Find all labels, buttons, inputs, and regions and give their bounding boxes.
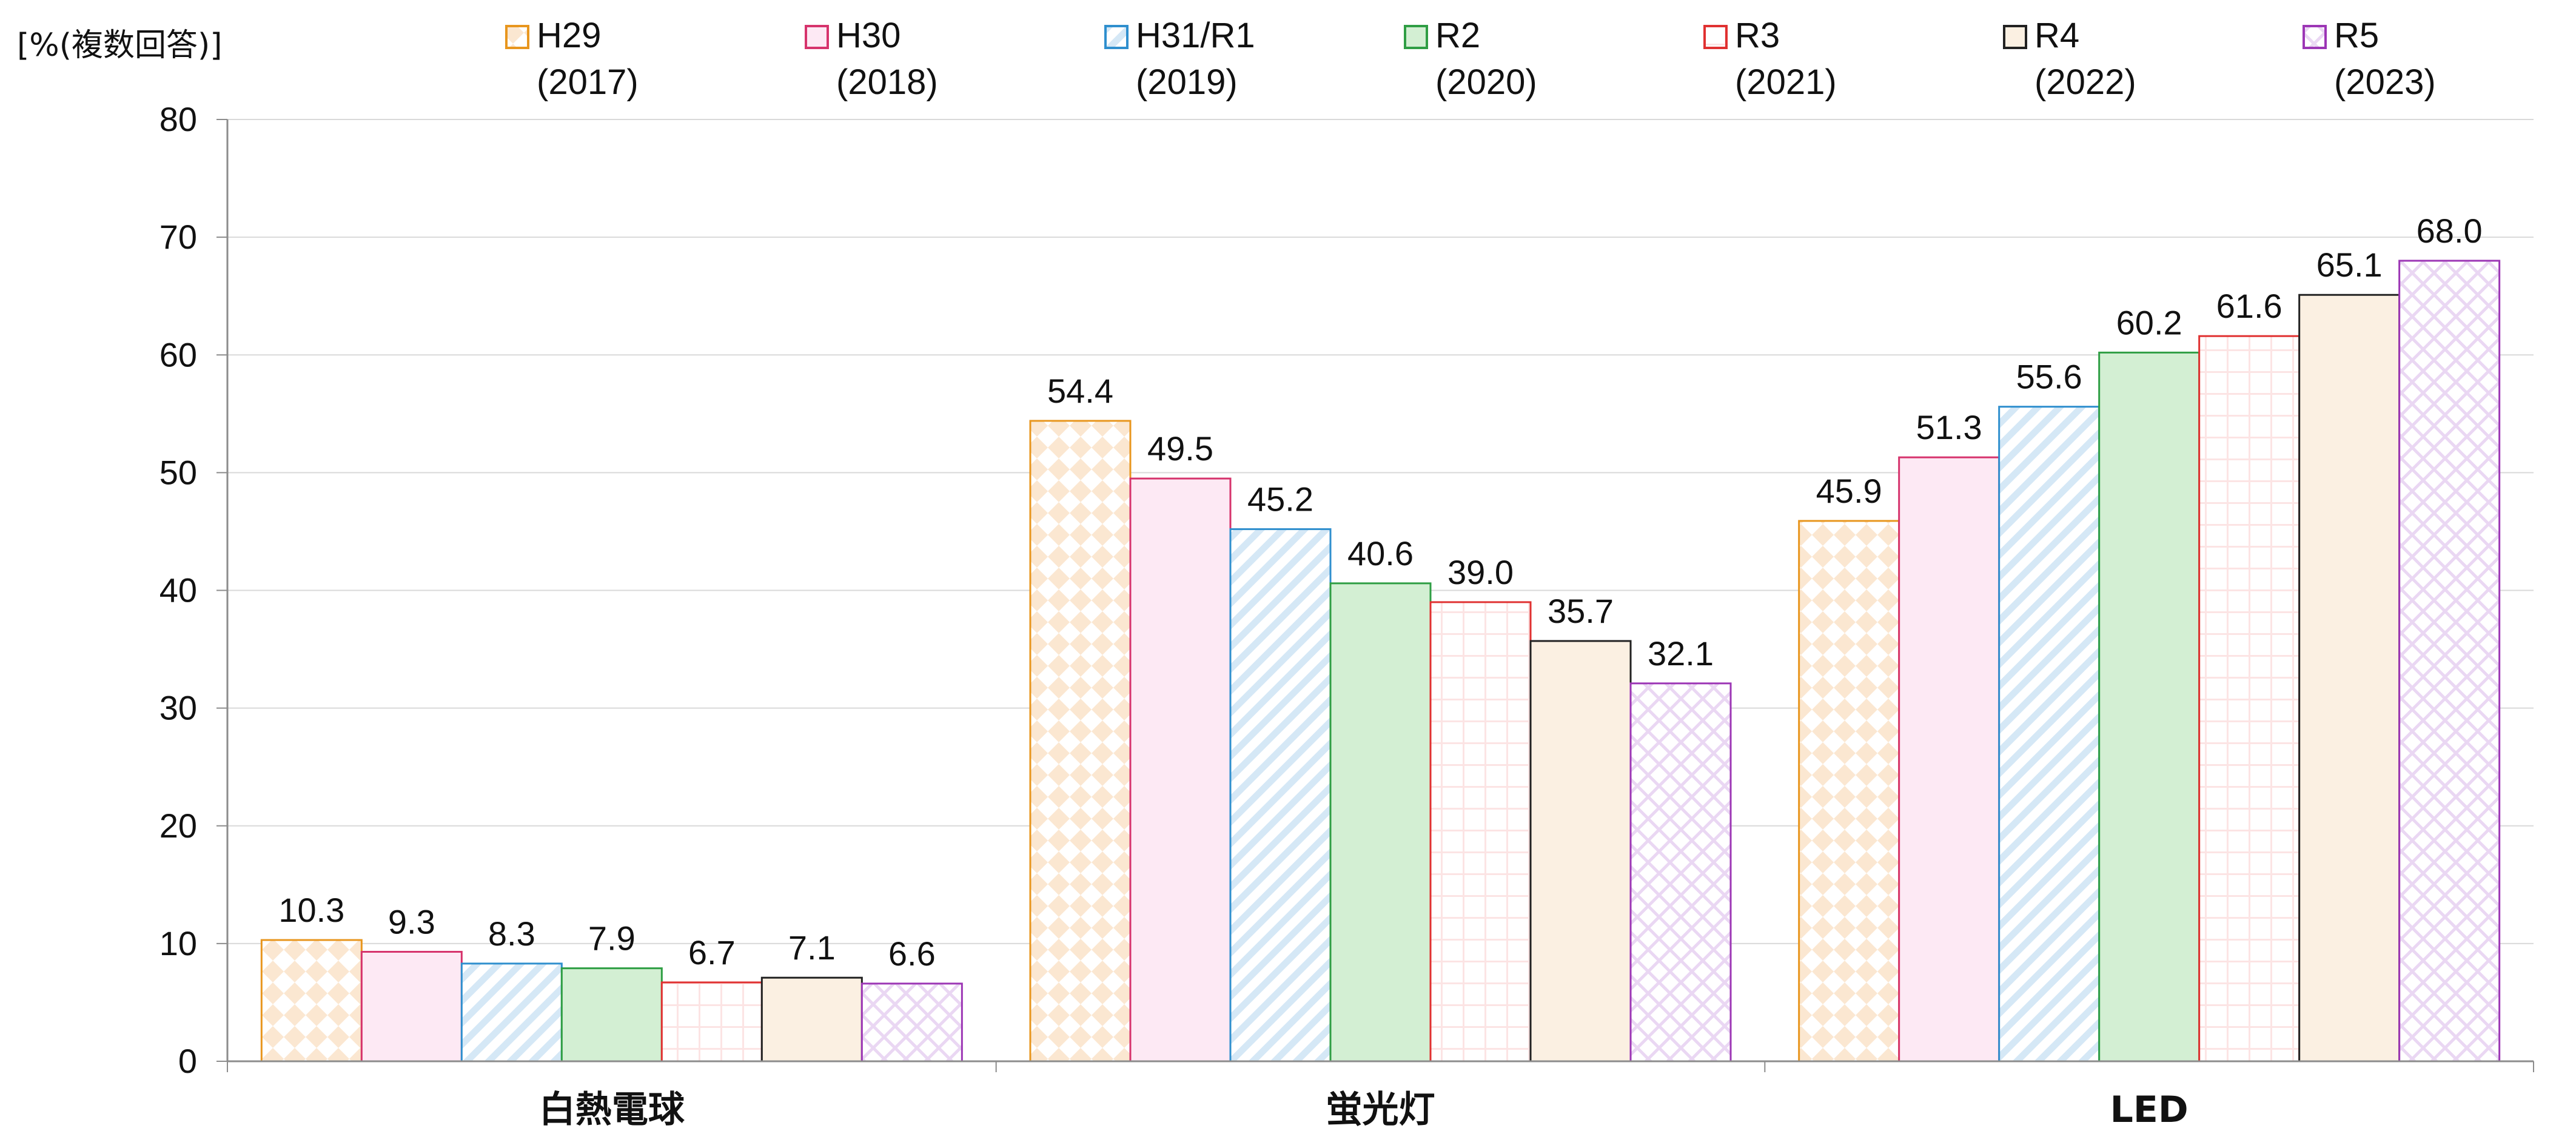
- legend-sublabel: (2018): [836, 62, 938, 102]
- data-label: 65.1: [2316, 246, 2383, 284]
- legend-item: R4 (2022): [2003, 16, 2136, 102]
- legend-item: H29 (2017): [505, 16, 639, 102]
- legend-sublabel: (2017): [537, 62, 639, 102]
- legend-item: H30 (2018): [805, 16, 938, 102]
- legend: H29 (2017) H30 (2018) H31/R1 (2019) R2 (2020) R3…: [505, 16, 2436, 102]
- y-tick-label: 30: [159, 689, 197, 727]
- y-tick-label: 50: [159, 453, 197, 491]
- legend-label: H29: [537, 16, 601, 55]
- bar: [1898, 456, 2001, 1062]
- bar: [2398, 260, 2501, 1062]
- bar: [2298, 294, 2401, 1062]
- y-axis-unit-label: [%(複数回答)]: [17, 27, 223, 64]
- y-tick-label: 10: [159, 924, 197, 962]
- bar: [760, 976, 863, 1062]
- data-label: 61.6: [2216, 287, 2283, 325]
- legend-item: R5 (2023): [2303, 16, 2436, 102]
- legend-sublabel: (2023): [2334, 62, 2436, 102]
- data-label: 9.3: [388, 902, 435, 941]
- legend-label: R3: [1735, 16, 1780, 55]
- x-category-label: LED: [2110, 1089, 2189, 1131]
- bar: [2198, 335, 2301, 1062]
- data-label: 45.9: [1816, 472, 1882, 510]
- legend-swatch: [805, 25, 829, 49]
- data-label: 60.2: [2116, 303, 2182, 341]
- data-label: 55.6: [2016, 358, 2082, 396]
- data-label: 68.0: [2417, 212, 2483, 250]
- axes: 0 10 20 30 40 50 60 70 80 白熱電球 蛍光灯 LED: [159, 100, 2534, 1131]
- legend-item: R3 (2021): [1703, 16, 1837, 102]
- bar: [1129, 477, 1232, 1062]
- y-tick-label: 70: [159, 218, 197, 256]
- bar: [1798, 520, 1900, 1062]
- x-category-label: 白熱電球: [539, 1089, 685, 1131]
- bar: [1998, 406, 2101, 1062]
- bar: [360, 950, 463, 1062]
- legend-label: H31/R1: [1136, 16, 1255, 55]
- legend-swatch: [1404, 25, 1428, 49]
- legend-sublabel: (2019): [1136, 62, 1238, 102]
- data-label: 32.1: [1648, 634, 1714, 673]
- data-label: 10.3: [278, 891, 344, 929]
- legend-sublabel: (2020): [1435, 62, 1537, 102]
- legend-label: R5: [2334, 16, 2379, 55]
- legend-sublabel: (2022): [2034, 62, 2136, 102]
- legend-swatch: [1703, 25, 1728, 49]
- legend-swatch: [1104, 25, 1129, 49]
- legend-label: R4: [2034, 16, 2079, 55]
- data-label: 39.0: [1447, 553, 1514, 591]
- data-label: 7.1: [788, 928, 836, 967]
- legend-swatch: [505, 25, 529, 49]
- data-label: 7.9: [588, 919, 636, 958]
- data-label: 6.6: [888, 935, 936, 973]
- x-category-label: 蛍光灯: [1326, 1089, 1435, 1131]
- data-label: 40.6: [1347, 534, 1414, 572]
- y-tick-label: 60: [159, 335, 197, 374]
- bar: [560, 967, 663, 1062]
- legend-sublabel: (2021): [1735, 62, 1837, 102]
- bar: [1229, 528, 1332, 1062]
- data-label: 6.7: [688, 933, 736, 972]
- y-tick-label: 20: [159, 807, 197, 845]
- legend-label: R2: [1435, 16, 1480, 55]
- data-label: 8.3: [488, 915, 535, 953]
- value-labels: 10.3 9.3 8.3 7.9 6.7 7.1 6.6 54.4 49.5 45.2 40.6 39…: [278, 212, 2482, 973]
- legend-label: H30: [836, 16, 901, 55]
- bar: [1629, 682, 1732, 1062]
- data-label: 35.7: [1548, 592, 1614, 630]
- bar: [1529, 640, 1632, 1062]
- y-tick-label: 40: [159, 571, 197, 609]
- data-label: 54.4: [1047, 372, 1113, 410]
- legend-item: R2 (2020): [1404, 16, 1537, 102]
- bars: [260, 260, 2501, 1062]
- y-tick-label: 0: [178, 1042, 197, 1080]
- data-label: 51.3: [1916, 408, 1982, 446]
- legend-swatch: [2303, 25, 2327, 49]
- bar: [860, 982, 963, 1062]
- y-tick-label: 80: [159, 100, 197, 138]
- legend-item: H31/R1 (2019): [1104, 16, 1255, 102]
- data-label: 49.5: [1147, 429, 1213, 468]
- bar: [1429, 601, 1532, 1062]
- bar: [260, 939, 363, 1062]
- bar: [1329, 582, 1432, 1062]
- bar: [1029, 420, 1132, 1062]
- bar: [460, 962, 563, 1062]
- bar: [660, 981, 763, 1062]
- bar: [2098, 351, 2201, 1062]
- legend-swatch: [2003, 25, 2027, 49]
- data-label: 45.2: [1247, 480, 1313, 519]
